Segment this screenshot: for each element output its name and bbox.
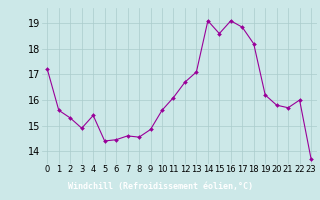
Text: Windchill (Refroidissement éolien,°C): Windchill (Refroidissement éolien,°C) [68, 182, 252, 190]
